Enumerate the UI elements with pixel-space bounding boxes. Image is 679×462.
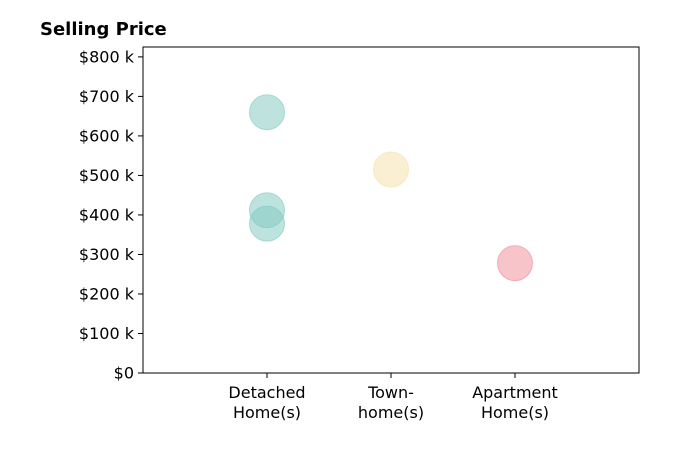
y-tick-label: $400 k xyxy=(79,205,135,224)
x-tick-label: Home(s) xyxy=(481,403,549,422)
y-tick-label: $300 k xyxy=(79,245,135,264)
y-tick-label: $800 k xyxy=(79,47,135,66)
x-tick-label: Apartment xyxy=(472,383,558,402)
x-tick-label: Home(s) xyxy=(233,403,301,422)
plot-frame xyxy=(142,46,640,374)
data-point xyxy=(497,245,533,282)
x-axis: DetachedHome(s)Town-home(s)ApartmentHome… xyxy=(228,373,558,422)
chart-title: Selling Price xyxy=(40,19,167,40)
y-tick-label: $500 k xyxy=(79,166,135,185)
data-point xyxy=(373,151,409,188)
data-point xyxy=(249,94,285,131)
x-tick-label: Town- xyxy=(367,383,414,402)
y-tick-label: $0 xyxy=(114,364,134,383)
x-tick-label: home(s) xyxy=(358,403,424,422)
data-point xyxy=(249,205,285,242)
y-tick-label: $200 k xyxy=(79,284,135,303)
x-tick-label: Detached xyxy=(228,383,305,402)
y-tick-label: $600 k xyxy=(79,126,135,145)
y-tick-label: $100 k xyxy=(79,324,135,343)
y-tick-label: $700 k xyxy=(79,87,135,106)
points-layer xyxy=(249,94,533,282)
y-axis: $0 $100 k $200 k $300 k $400 k $500 k $600 k $7… xyxy=(79,47,143,383)
